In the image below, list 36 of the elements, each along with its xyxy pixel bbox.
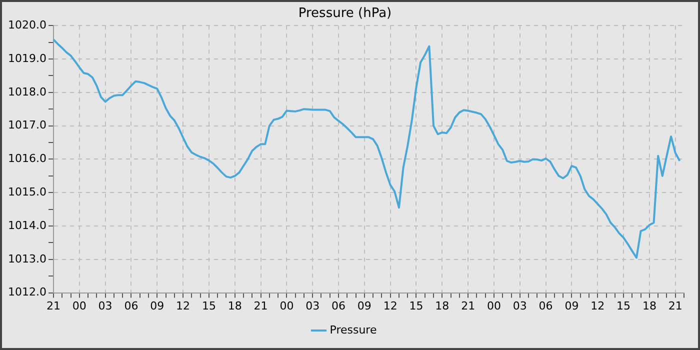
x-tick-label: 09 (564, 299, 579, 312)
legend-label: Pressure (330, 323, 377, 336)
y-tick-label: 1013.0 (8, 252, 46, 266)
x-tick-label: 00 (280, 299, 294, 312)
x-tick-label: 21 (254, 299, 268, 312)
x-tick-label: 09 (150, 299, 164, 312)
x-tick-label: 15 (409, 299, 424, 312)
x-tick-label: 18 (642, 299, 656, 312)
x-tick-label: 06 (332, 299, 346, 312)
y-tick-label: 1019.0 (8, 52, 46, 65)
x-tick-label: 06 (538, 299, 553, 312)
x-tick-label: 12 (383, 299, 398, 312)
x-tick-label: 21 (461, 299, 476, 312)
x-tick-label: 03 (512, 299, 527, 312)
y-tick-label: 1016.0 (8, 152, 46, 166)
y-tick-label: 1015.0 (8, 185, 46, 198)
x-tick-label: 00 (72, 299, 86, 312)
y-tick-label: 1014.0 (8, 218, 46, 232)
y-tick-label: 1012.0 (8, 286, 46, 299)
x-tick-label: 21 (46, 299, 60, 312)
x-tick-label: 15 (202, 299, 216, 312)
x-tick-label: 12 (590, 299, 605, 312)
x-tick-label: 18 (228, 299, 242, 312)
x-tick-label: 03 (306, 299, 320, 312)
x-tick-label: 06 (124, 299, 138, 312)
x-tick-label: 18 (435, 299, 450, 312)
x-tick-label: 00 (486, 299, 501, 312)
y-tick-label: 1020.0 (8, 18, 46, 32)
chart-title: Pressure (hPa) (298, 6, 392, 22)
y-tick-label: 1018.0 (8, 85, 46, 98)
x-tick-label: 03 (98, 299, 112, 312)
x-tick-label: 12 (176, 299, 190, 312)
x-tick-label: 15 (616, 299, 631, 312)
y-tick-label: 1017.0 (8, 118, 46, 132)
x-tick-label: 09 (357, 299, 372, 312)
x-tick-label: 21 (668, 299, 682, 312)
